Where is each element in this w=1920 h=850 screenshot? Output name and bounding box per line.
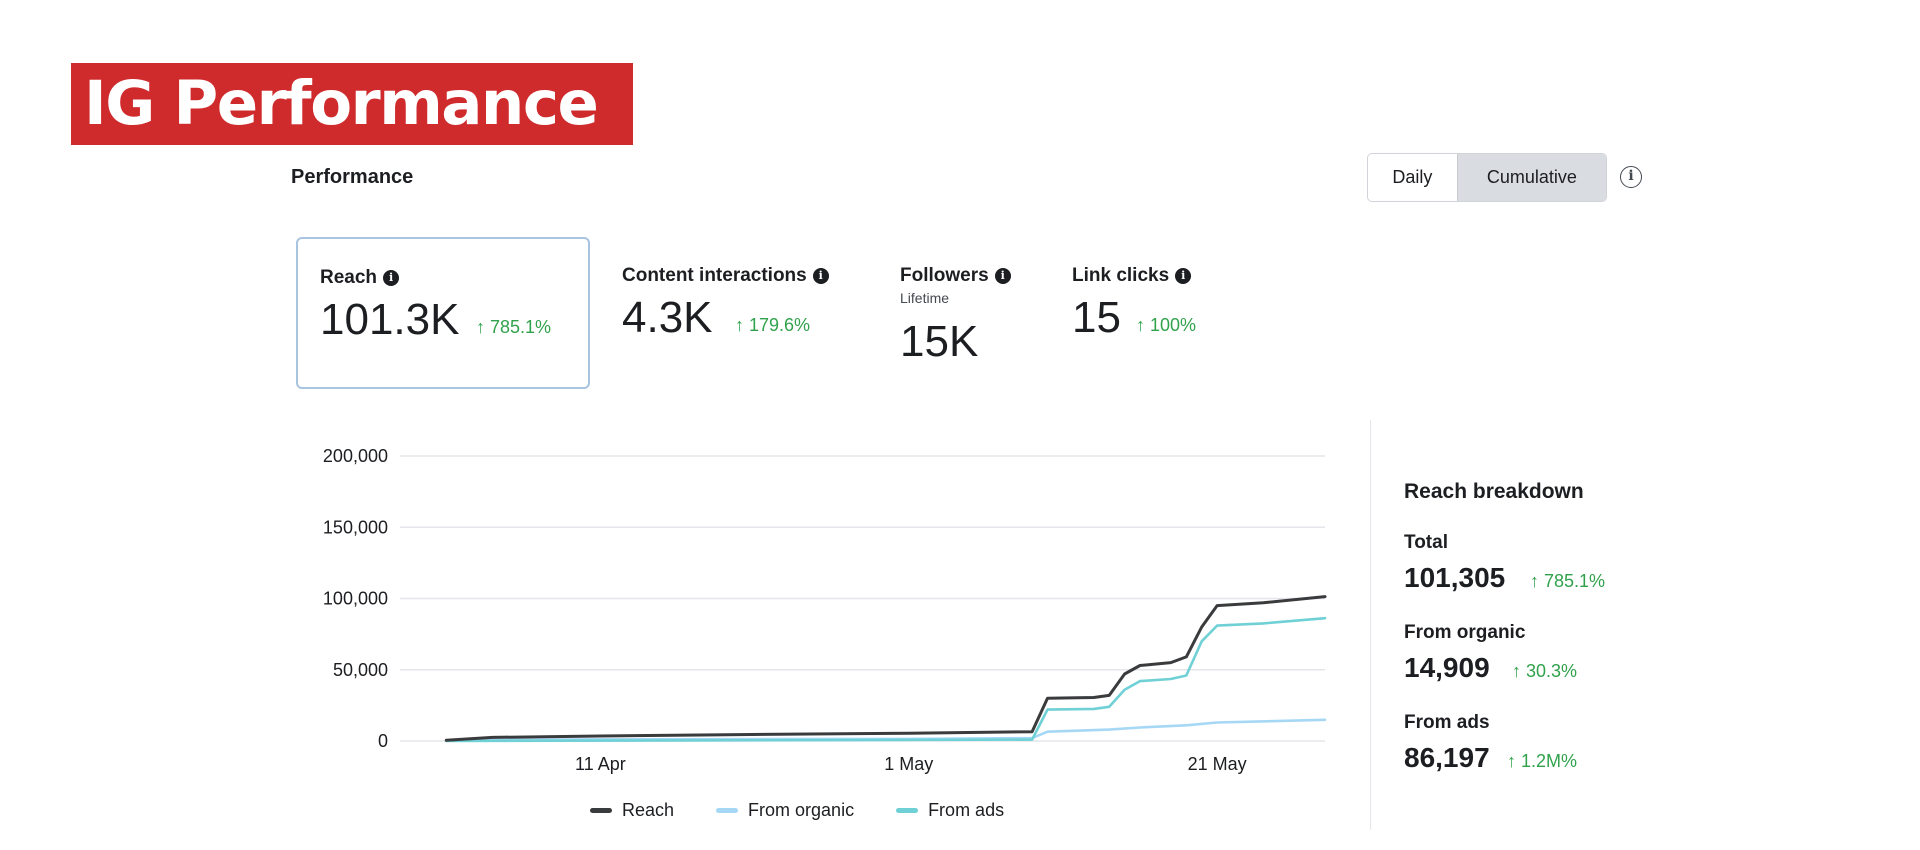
metric-label-text: Link clicks	[1072, 265, 1170, 286]
breakdown-label-total: Total	[1404, 532, 1448, 553]
metric-value: 4.3K	[622, 293, 713, 342]
x-tick-label: 11 Apr	[575, 754, 626, 774]
daily-cumulative-toggle: Daily Cumulative	[1367, 153, 1607, 202]
breakdown-change-total: ↑ 785.1%	[1530, 571, 1606, 591]
y-tick-label: 200,000	[323, 446, 388, 466]
metric-card-followers[interactable]: Followers i Lifetime 15K	[880, 237, 1050, 389]
section-title: Performance	[291, 166, 414, 188]
legend-label: From ads	[928, 800, 1005, 820]
series-line-reach	[444, 595, 1327, 742]
legend-swatch	[716, 808, 739, 813]
metric-label-text: Content interactions	[622, 265, 807, 286]
info-icon[interactable]: i	[994, 268, 1011, 284]
metric-card-reach[interactable]: Reach i 101.3K ↑ 785.1%	[296, 237, 590, 389]
metric-sublabel: Lifetime	[900, 290, 950, 306]
info-icon[interactable]: i	[1620, 166, 1642, 188]
info-icon[interactable]: i	[1175, 268, 1192, 284]
metric-label-text: Followers	[900, 265, 989, 286]
breakdown-value-organic: 14,909	[1404, 652, 1490, 683]
metric-label-content-interactions: Content interactions i	[622, 265, 829, 287]
legend-swatch	[590, 808, 612, 813]
panel-divider	[1370, 420, 1371, 830]
info-icon[interactable]: i	[812, 268, 829, 284]
metric-card-link-clicks[interactable]: Link clicks i 15 ↑ 100%	[1052, 237, 1252, 389]
legend-item-reach[interactable]: Reach	[590, 800, 674, 821]
breakdown-change-ads: ↑ 1.2M%	[1507, 751, 1578, 771]
metric-value: 15	[1072, 293, 1121, 342]
metric-label-text: Reach	[320, 267, 378, 288]
legend-swatch	[896, 808, 919, 813]
legend-label: From organic	[748, 800, 855, 820]
metric-card-content-interactions[interactable]: Content interactions i 4.3K ↑ 179.6%	[602, 237, 872, 389]
metric-label-link-clicks: Link clicks i	[1072, 265, 1192, 287]
breakdown-value-total: 101,305	[1404, 562, 1506, 593]
banner-title: IG Performance	[71, 63, 633, 145]
legend-label: Reach	[622, 800, 675, 820]
breakdown-change-organic: ↑ 30.3%	[1512, 661, 1578, 681]
breakdown-title: Reach breakdown	[1404, 480, 1584, 503]
metric-value: 15K	[900, 317, 979, 366]
legend-item-organic[interactable]: From organic	[716, 800, 854, 821]
metric-change: ↑ 179.6%	[735, 315, 811, 335]
cumulative-toggle-button[interactable]: Cumulative	[1456, 154, 1606, 201]
breakdown-label-ads: From ads	[1404, 712, 1490, 733]
y-tick-label: 100,000	[323, 589, 388, 609]
metric-change: ↑ 785.1%	[476, 317, 552, 337]
breakdown-value-ads: 86,197	[1404, 742, 1490, 773]
metric-label-followers: Followers i	[900, 265, 1011, 287]
legend-item-ads[interactable]: From ads	[896, 800, 1004, 821]
chart-legend: Reach From organic From ads	[590, 800, 1004, 821]
x-tick-label: 1 May	[884, 754, 933, 774]
daily-toggle-button[interactable]: Daily	[1392, 167, 1433, 187]
breakdown-label-organic: From organic	[1404, 622, 1526, 643]
metric-value: 101.3K	[320, 295, 460, 344]
series-line-ads	[444, 616, 1327, 743]
y-tick-label: 0	[378, 731, 388, 751]
y-tick-label: 150,000	[323, 517, 388, 537]
metric-label-reach: Reach i	[320, 267, 400, 289]
x-tick-label: 21 May	[1188, 754, 1247, 774]
info-icon[interactable]: i	[383, 270, 400, 286]
metric-change: ↑ 100%	[1136, 315, 1197, 335]
y-tick-label: 50,000	[333, 660, 388, 680]
